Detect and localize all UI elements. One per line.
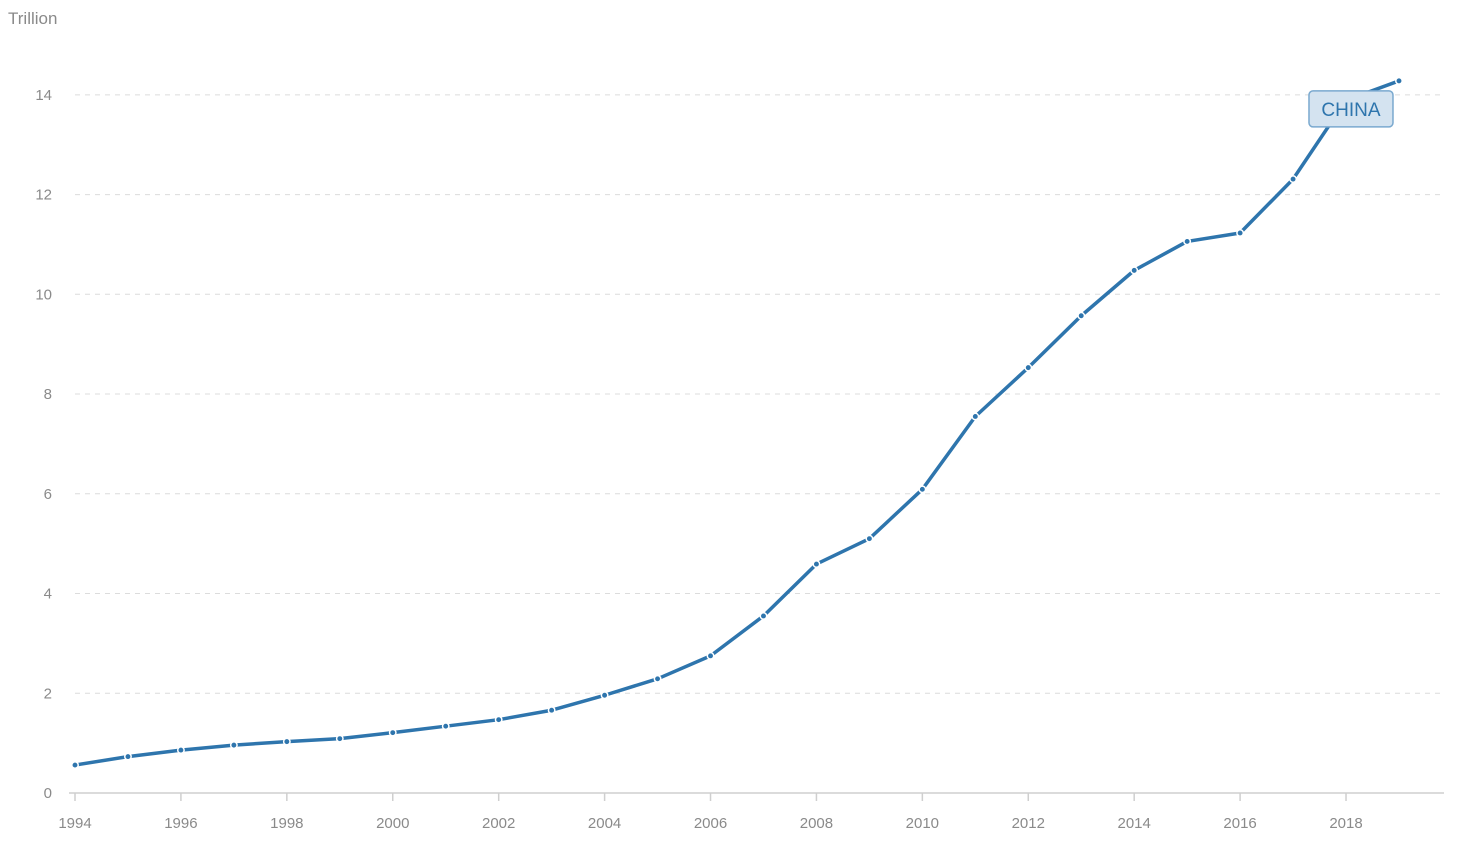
series-line-china xyxy=(73,79,1401,767)
y-tick-label: 10 xyxy=(35,286,52,303)
y-tick-label: 12 xyxy=(35,187,52,204)
x-tick-label: 2012 xyxy=(1012,815,1045,832)
data-point[interactable] xyxy=(388,728,397,737)
grid-lines xyxy=(75,94,1444,694)
x-tick-label: 2006 xyxy=(694,815,727,832)
data-point[interactable] xyxy=(229,741,238,750)
series-layer xyxy=(71,76,1403,770)
data-point[interactable] xyxy=(1395,76,1403,85)
x-tick-label: 2018 xyxy=(1329,815,1362,832)
y-tick-label: 0 xyxy=(44,785,52,802)
data-point[interactable] xyxy=(1024,363,1033,372)
data-point[interactable] xyxy=(918,485,927,494)
x-tick-label: 1994 xyxy=(58,815,91,832)
series-label-box xyxy=(1308,90,1394,128)
data-point[interactable] xyxy=(1289,175,1298,184)
data-point[interactable] xyxy=(812,560,821,569)
y-tick-label: 2 xyxy=(44,685,52,702)
data-point[interactable] xyxy=(1183,237,1192,246)
data-point[interactable] xyxy=(441,722,450,731)
data-point[interactable] xyxy=(124,752,132,761)
x-tick-label: 2010 xyxy=(906,815,939,832)
data-point[interactable] xyxy=(282,737,291,746)
y-tick-label: 14 xyxy=(35,87,52,104)
x-tick-label: 2004 xyxy=(588,815,621,832)
series-label-text: CHINA xyxy=(1321,100,1380,121)
data-point[interactable] xyxy=(971,412,980,421)
x-tick-label: 2002 xyxy=(482,815,515,832)
series-labels: CHINA xyxy=(1308,90,1394,128)
data-point[interactable] xyxy=(1130,266,1139,275)
data-point[interactable] xyxy=(600,691,609,700)
x-axis xyxy=(69,792,1444,801)
y-axis-unit-label: Trillion xyxy=(8,9,57,28)
x-tick-label: 2014 xyxy=(1118,815,1151,832)
data-point[interactable] xyxy=(653,674,662,683)
data-point[interactable] xyxy=(865,534,874,543)
data-point[interactable] xyxy=(335,734,344,743)
y-tick-label: 8 xyxy=(44,386,52,403)
x-axis-tick-labels: 1994 1996 1998 2000 2002 2004 2006 2008 2010 2012… xyxy=(58,815,1362,832)
data-point[interactable] xyxy=(71,761,79,770)
data-point[interactable] xyxy=(494,715,503,724)
data-point[interactable] xyxy=(759,612,768,620)
x-tick-label: 1996 xyxy=(164,815,197,832)
data-point[interactable] xyxy=(706,651,715,660)
y-tick-label: 4 xyxy=(44,586,52,603)
x-tick-label: 2008 xyxy=(800,815,833,832)
y-tick-label: 6 xyxy=(44,486,52,503)
x-tick-label: 1998 xyxy=(270,815,303,832)
data-point[interactable] xyxy=(1077,311,1086,320)
x-tick-label: 2016 xyxy=(1223,815,1256,832)
data-point[interactable] xyxy=(547,706,556,715)
x-tick-label: 2000 xyxy=(376,815,409,832)
data-point[interactable] xyxy=(176,746,185,755)
data-point[interactable] xyxy=(1236,229,1245,237)
y-axis-tick-labels: 0 2 4 6 8 10 12 14 xyxy=(35,87,52,802)
